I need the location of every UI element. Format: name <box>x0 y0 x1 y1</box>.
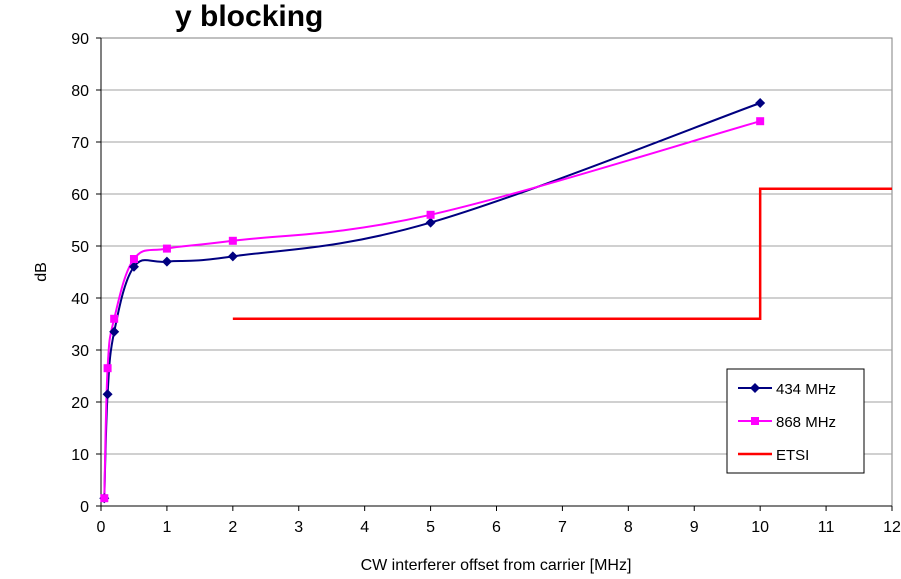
y-tick-label: 0 <box>80 499 89 516</box>
y-tick-label: 60 <box>71 187 89 204</box>
series-lines <box>103 102 892 499</box>
x-tick-labels: 0 1 2 3 4 5 6 7 8 9 10 11 12 <box>97 519 901 536</box>
chart-title: y blocking <box>175 0 323 33</box>
data-point-434-mhz <box>161 256 172 267</box>
data-point-434-mhz <box>227 251 238 262</box>
y-axis-title: dB <box>33 262 50 282</box>
y-tick-label: 30 <box>71 343 89 360</box>
x-tick-label: 1 <box>162 519 171 536</box>
series-line-etsi <box>232 187 892 321</box>
series-markers <box>99 98 766 504</box>
x-tick-label: 11 <box>818 519 835 536</box>
x-tick-label: 12 <box>883 519 901 536</box>
x-tick-label: 5 <box>426 519 435 536</box>
data-point-868-mhz <box>100 494 109 503</box>
legend-marker-868-mhz <box>751 417 759 425</box>
legend-marker-434-mhz <box>750 383 760 393</box>
x-tick-label: 10 <box>751 519 769 536</box>
legend: 434 MHz 868 MHz ETSI <box>726 368 865 474</box>
data-point-434-mhz <box>755 98 766 108</box>
axes <box>96 37 893 511</box>
data-point-434-mhz <box>425 217 436 228</box>
data-point-434-mhz <box>128 261 139 272</box>
data-point-868-mhz <box>756 117 765 126</box>
x-tick-label: 3 <box>294 519 303 536</box>
data-point-868-mhz <box>103 364 112 373</box>
data-point-868-mhz <box>426 210 435 219</box>
data-point-868-mhz <box>162 244 171 253</box>
y-tick-label: 20 <box>71 395 89 412</box>
series-line-434-mhz <box>103 102 761 499</box>
data-point-434-mhz <box>109 326 120 337</box>
x-tick-label: 7 <box>558 519 567 536</box>
data-point-434-mhz <box>102 389 113 400</box>
data-point-868-mhz <box>129 255 138 263</box>
legend-label-etsi: ETSI <box>776 447 809 464</box>
legend-label-434-mhz: 434 MHz <box>776 381 836 398</box>
y-tick-label: 90 <box>71 31 89 48</box>
y-tick-label: 10 <box>71 447 89 464</box>
x-tick-label: 4 <box>360 519 369 536</box>
y-tick-label: 40 <box>71 291 89 308</box>
series-line-868-mhz <box>103 120 761 499</box>
data-point-868-mhz <box>228 236 237 245</box>
y-tick-label: 70 <box>71 135 89 152</box>
legend-label-868-mhz: 868 MHz <box>776 414 836 431</box>
x-tick-label: 2 <box>228 519 237 536</box>
y-tick-label: 80 <box>71 83 89 100</box>
x-axis-title: CW interferer offset from carrier [MHz] <box>361 557 632 574</box>
x-tick-label: 9 <box>690 519 699 536</box>
y-tick-labels: 0 10 20 30 40 50 60 70 80 90 <box>71 31 89 516</box>
x-tick-label: 8 <box>624 519 633 536</box>
x-tick-label: 6 <box>492 519 501 536</box>
y-tick-label: 50 <box>71 239 89 256</box>
data-point-868-mhz <box>110 314 119 323</box>
x-tick-label: 0 <box>97 519 106 536</box>
